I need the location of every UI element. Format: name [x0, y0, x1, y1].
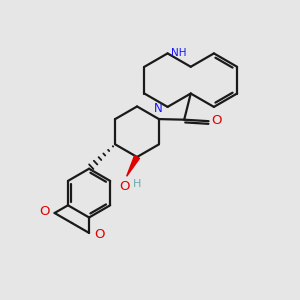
Text: O: O [119, 180, 130, 193]
Text: NH: NH [171, 48, 187, 58]
Text: O: O [212, 114, 222, 127]
Text: O: O [94, 228, 105, 241]
Polygon shape [127, 156, 140, 176]
Text: O: O [39, 205, 50, 218]
Text: H: H [133, 179, 142, 189]
Text: N: N [154, 102, 163, 115]
